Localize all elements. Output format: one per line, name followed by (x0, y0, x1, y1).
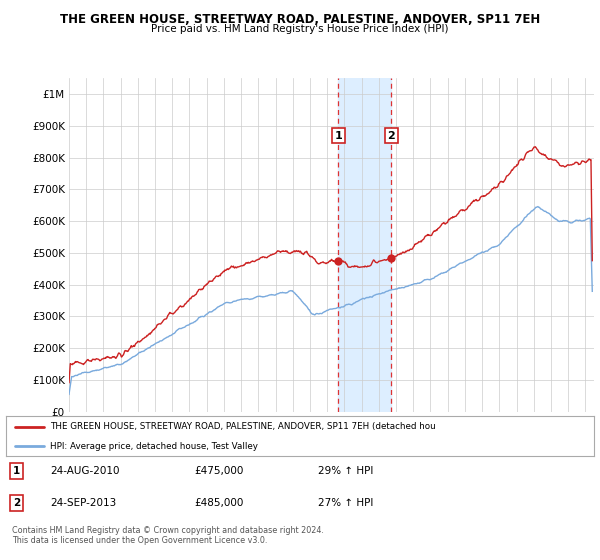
Text: 1: 1 (335, 130, 342, 141)
Text: This data is licensed under the Open Government Licence v3.0.: This data is licensed under the Open Gov… (12, 536, 268, 545)
Bar (338, 78, 391, 412)
Text: 1: 1 (13, 466, 20, 476)
Text: 24-AUG-2010: 24-AUG-2010 (50, 466, 119, 476)
Text: £475,000: £475,000 (194, 466, 244, 476)
Text: 2: 2 (13, 498, 20, 508)
Text: Price paid vs. HM Land Registry's House Price Index (HPI): Price paid vs. HM Land Registry's House … (151, 24, 449, 34)
Text: 27% ↑ HPI: 27% ↑ HPI (317, 498, 373, 508)
Text: Contains HM Land Registry data © Crown copyright and database right 2024.: Contains HM Land Registry data © Crown c… (12, 526, 324, 535)
Text: £485,000: £485,000 (194, 498, 244, 508)
Text: HPI: Average price, detached house, Test Valley: HPI: Average price, detached house, Test… (50, 442, 258, 451)
Text: 24-SEP-2013: 24-SEP-2013 (50, 498, 116, 508)
Text: 2: 2 (388, 130, 395, 141)
Text: THE GREEN HOUSE, STREETWAY ROAD, PALESTINE, ANDOVER, SP11 7EH: THE GREEN HOUSE, STREETWAY ROAD, PALESTI… (60, 13, 540, 26)
Text: THE GREEN HOUSE, STREETWAY ROAD, PALESTINE, ANDOVER, SP11 7EH (detached hou: THE GREEN HOUSE, STREETWAY ROAD, PALESTI… (50, 422, 436, 431)
Text: 29% ↑ HPI: 29% ↑ HPI (317, 466, 373, 476)
